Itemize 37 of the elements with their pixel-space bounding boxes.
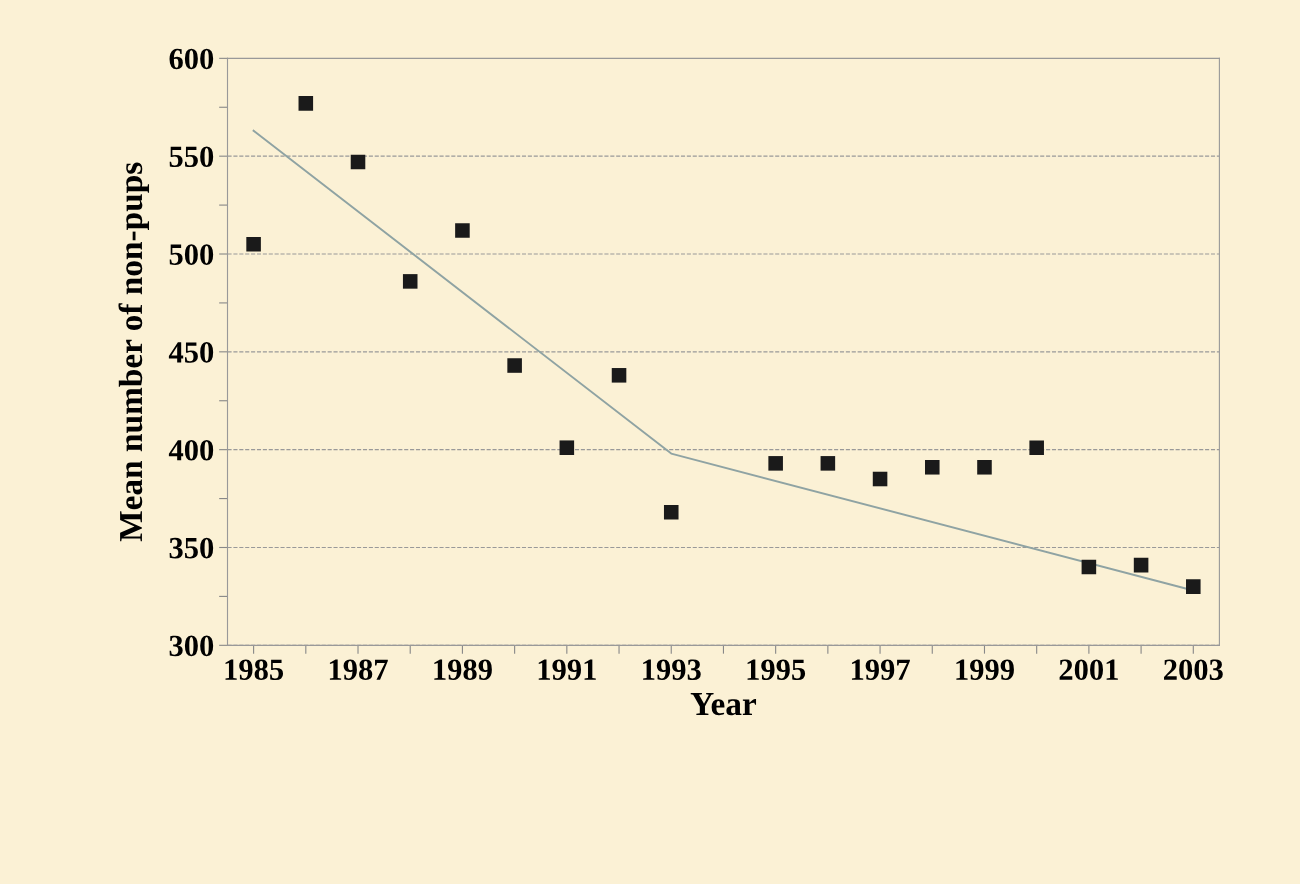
point (402, 274, 418, 289)
x-tick-label: 1991 (538, 659, 596, 681)
point (820, 456, 836, 471)
point (559, 440, 575, 455)
x-tick-label: 1999 (956, 659, 1014, 681)
y-tick-label: 350 (169, 537, 214, 559)
point (1186, 579, 1201, 594)
point (768, 456, 783, 471)
x-tick-label: 2003 (1164, 659, 1223, 681)
point (872, 471, 888, 487)
x-tick-label: 1993 (643, 659, 701, 681)
x-tick-label: 1997 (851, 659, 910, 681)
point (1081, 559, 1097, 575)
point (924, 459, 940, 475)
x-tick-label: 1995 (747, 659, 806, 681)
x-tick-label: 1987 (329, 659, 388, 681)
point (455, 223, 470, 238)
point (350, 154, 366, 170)
x-tick-label: 2001 (1059, 659, 1118, 681)
point (611, 368, 627, 383)
y-tick-label: 500 (169, 244, 214, 265)
point (246, 236, 261, 252)
x-tick-label: 1989 (434, 659, 492, 681)
y-tick-label: 600 (169, 48, 214, 70)
point (507, 358, 522, 373)
point (663, 504, 679, 520)
y-axis-title: Mean number of non-pups (118, 162, 150, 542)
point (298, 96, 314, 111)
y-tick-label: 300 (169, 635, 214, 657)
x-tick-label: 1985 (225, 659, 284, 681)
point (1133, 557, 1149, 573)
y-tick-label: 450 (168, 342, 214, 363)
y-tick-label: 550 (169, 146, 214, 168)
point (1029, 440, 1044, 455)
y-tick-label: 400 (168, 439, 214, 461)
point (977, 459, 992, 475)
x-axis-title: Year (690, 693, 757, 716)
